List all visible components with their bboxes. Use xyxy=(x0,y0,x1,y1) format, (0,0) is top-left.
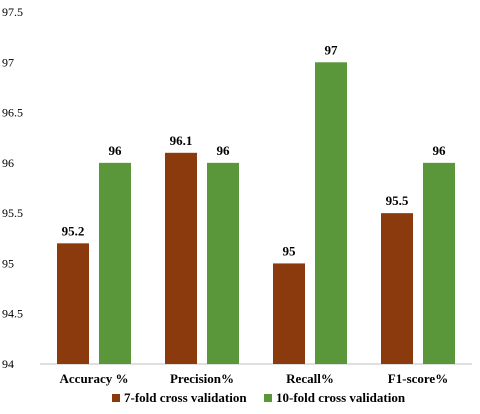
legend-swatch-7-fold xyxy=(112,394,120,402)
x-axis-category-labels: Accuracy % Precision% Recall% F1-score% xyxy=(60,371,449,386)
x-category-label: Precision% xyxy=(170,371,234,386)
data-label: 96 xyxy=(433,143,447,158)
y-axis-ticks: 94 94.5 95 95.5 96 96.5 97 97.5 xyxy=(2,5,23,371)
y-tick-label: 97 xyxy=(2,55,14,69)
x-category-label: Recall% xyxy=(286,371,334,386)
y-tick-label: 94 xyxy=(2,357,14,371)
bar-10-fold-2 xyxy=(315,62,347,365)
data-labels: 95.2 96 96.1 96 95 97 95.5 96 xyxy=(62,42,446,258)
y-tick-label: 95 xyxy=(2,256,14,270)
data-label: 96.1 xyxy=(170,133,193,148)
bar-10-fold-0 xyxy=(99,162,131,364)
data-label: 96 xyxy=(217,143,231,158)
data-label: 95.2 xyxy=(62,223,85,238)
legend-swatch-10-fold xyxy=(264,394,272,402)
bar-10-fold-3 xyxy=(423,162,455,364)
data-label: 96 xyxy=(109,143,123,158)
legend-label: 7-fold cross validation xyxy=(124,390,247,405)
data-label: 95 xyxy=(283,243,297,258)
data-label: 97 xyxy=(325,42,339,57)
y-tick-label: 95.5 xyxy=(2,206,23,220)
legend: 7-fold cross validation 10-fold cross val… xyxy=(112,390,406,405)
x-category-label: Accuracy % xyxy=(60,371,129,386)
data-label: 95.5 xyxy=(386,193,409,208)
bar-10-fold-1 xyxy=(207,162,239,364)
x-category-label: F1-score% xyxy=(388,371,448,386)
legend-label: 10-fold cross validation xyxy=(276,390,406,405)
y-tick-label: 94.5 xyxy=(2,307,23,321)
bars xyxy=(57,62,455,365)
bar-7-fold-0 xyxy=(57,243,89,364)
bar-7-fold-1 xyxy=(165,152,197,364)
bar-7-fold-3 xyxy=(381,213,413,364)
y-tick-label: 96.5 xyxy=(2,106,23,120)
bar-7-fold-2 xyxy=(273,263,305,364)
y-tick-label: 96 xyxy=(2,156,14,170)
y-tick-label: 97.5 xyxy=(2,5,23,19)
